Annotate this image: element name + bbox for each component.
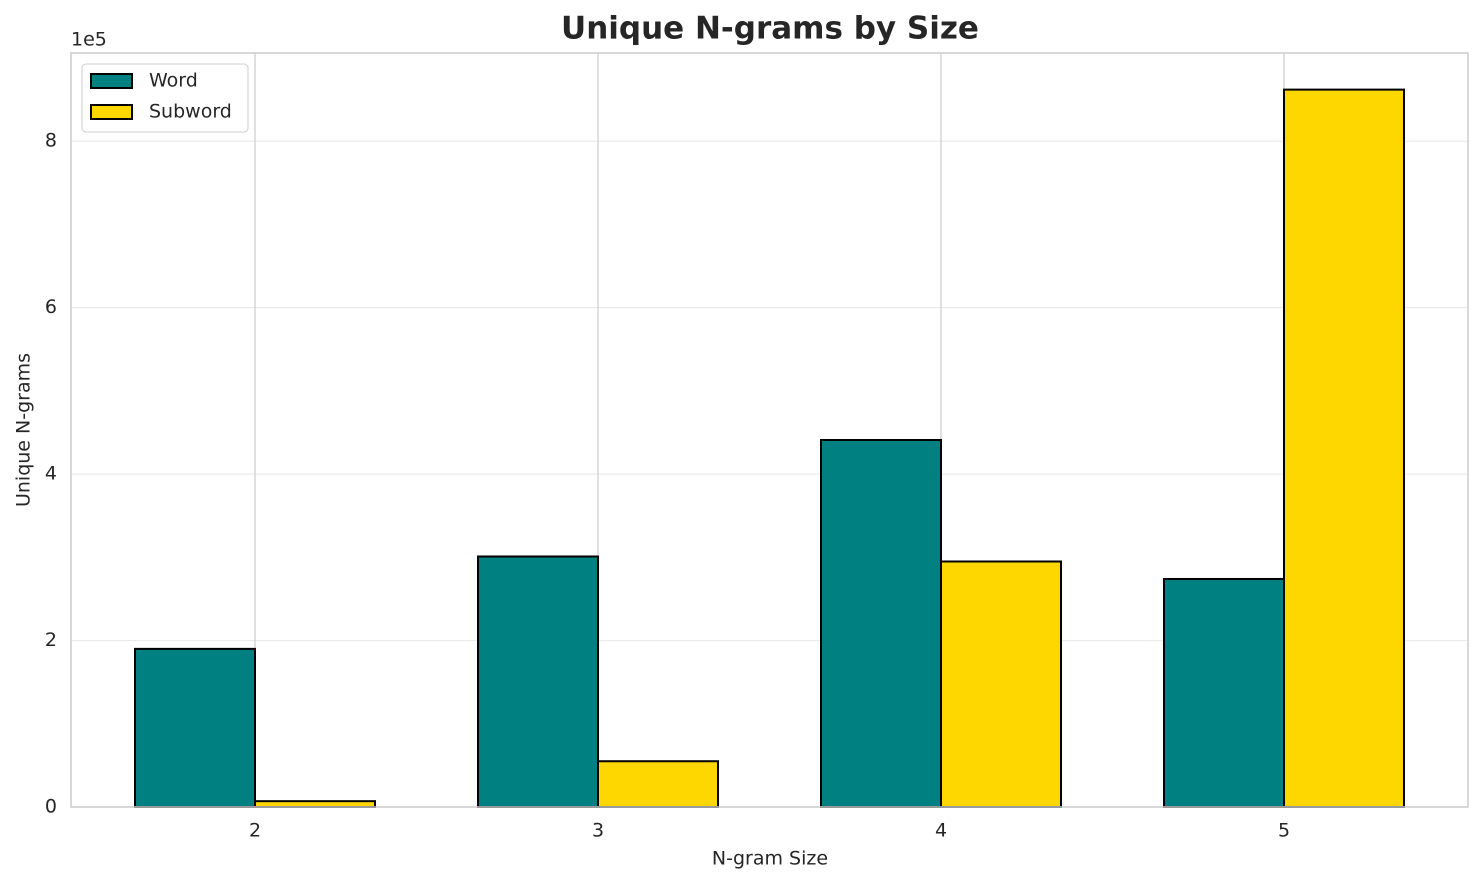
bar [597,760,719,808]
legend-label: Word [149,70,198,92]
bar [940,560,1062,808]
plot-frame [70,52,1469,808]
x-axis-label: N-gram Size [712,848,828,870]
bar [134,647,256,809]
bar [477,555,599,808]
bar [1163,577,1285,809]
y-offset-label: 1e5 [71,29,107,51]
bar [1283,88,1405,808]
x-tick-label: 2 [249,820,261,842]
x-tick-label: 4 [935,820,947,842]
legend: Word Subword [81,63,249,133]
legend-swatch [90,104,133,120]
bar [254,800,376,808]
y-tick-label: 8 [45,130,57,152]
y-tick-label: 0 [45,796,57,818]
y-axis-label: Unique N-grams [13,353,35,507]
y-tick-label: 6 [45,296,57,318]
x-tick-label: 3 [592,820,604,842]
legend-swatch [90,73,133,89]
x-tick-label: 5 [1278,820,1290,842]
chart-title: Unique N-grams by Size [561,11,979,47]
y-tick-label: 4 [45,463,57,485]
legend-label: Subword [149,101,232,123]
bar [820,438,942,808]
y-tick-label: 2 [45,629,57,651]
